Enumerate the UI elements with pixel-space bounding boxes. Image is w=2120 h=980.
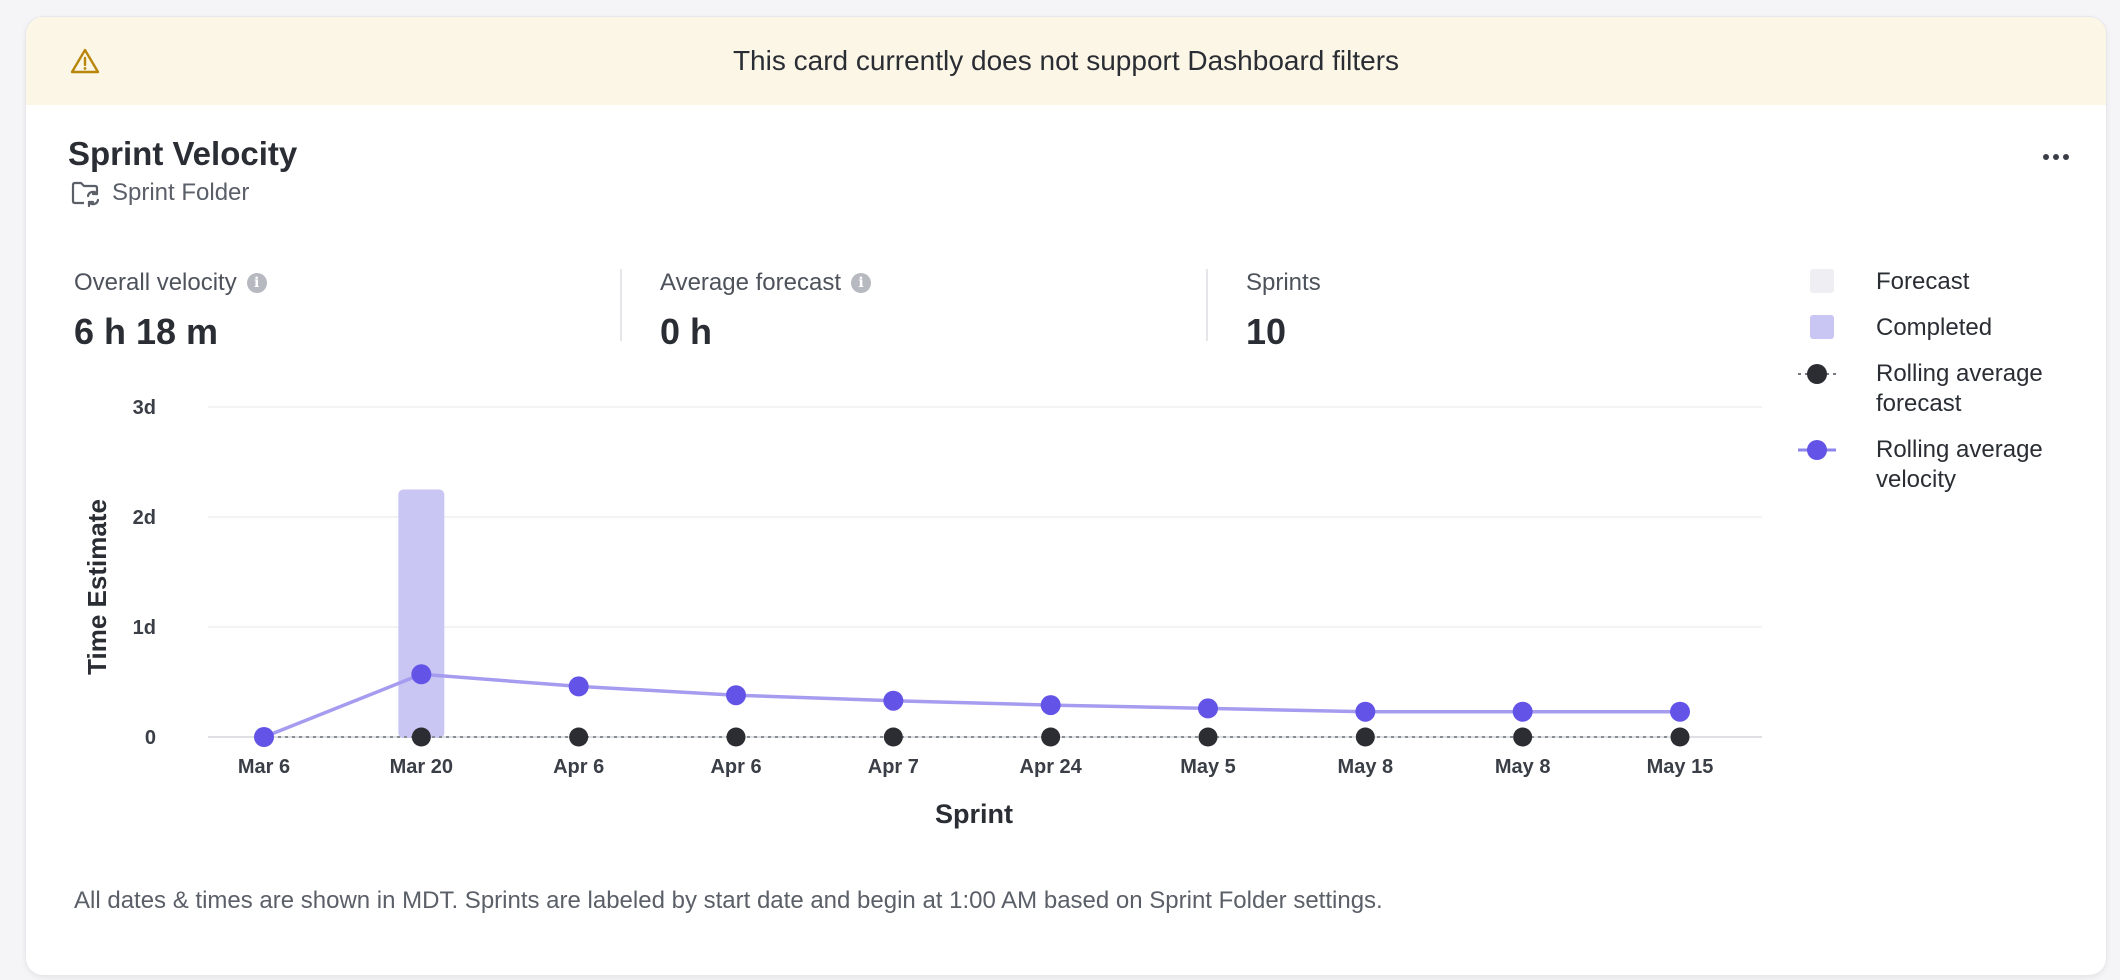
rolling-velocity-point: [1512, 701, 1533, 722]
legend-swatch-forecast: [1808, 267, 1854, 297]
legend-swatch-completed: [1808, 313, 1854, 343]
completed-bar: [398, 489, 445, 738]
rolling-velocity-point: [726, 685, 746, 706]
legend-label: Rolling average forecast: [1876, 360, 2043, 417]
stat-overall-velocity: Overall velocity i 6 h 18 m: [74, 269, 267, 353]
rolling-forecast-point: [1041, 727, 1061, 747]
rolling-velocity-point: [1198, 698, 1218, 719]
legend-label: Completed: [1876, 314, 1993, 341]
folder-sync-icon: [71, 181, 100, 207]
stat-value: 6 h 18 m: [74, 311, 219, 352]
more-options-button[interactable]: [2036, 147, 2076, 167]
x-axis-label: Sprint: [935, 799, 1013, 829]
filter-warning-banner: This card currently does not support Das…: [26, 17, 2106, 105]
stat-label: Sprints: [1246, 269, 1321, 296]
warning-icon: [70, 48, 100, 74]
y-tick-label: 1d: [133, 617, 156, 639]
rolling-forecast-point: [1355, 727, 1375, 747]
y-tick-label: 2d: [133, 507, 156, 529]
stat-value: 10: [1246, 311, 1287, 352]
rolling-velocity-point: [1355, 701, 1376, 722]
legend-label: Forecast: [1876, 268, 1970, 295]
velocity-chart: 0 1d 2d 3d Time Estimate Mar 6 Mar 20 Apr 6 Apr …: [82, 397, 1762, 829]
legend-item-completed[interactable]: Completed: [1808, 313, 2098, 343]
rolling-forecast-point: [1670, 727, 1690, 747]
legend-item-rolling-velocity[interactable]: Rolling average velocity: [1798, 435, 2098, 495]
stat-average-forecast: Average forecast i 0 h: [660, 269, 871, 353]
folder-label: Sprint Folder: [112, 179, 250, 206]
rolling-forecast-point: [726, 727, 746, 747]
stat-sprints: Sprints 10: [1246, 269, 1321, 353]
legend-swatch-rolling-velocity: [1798, 435, 1854, 465]
x-tick-label: May 15: [1647, 756, 1714, 778]
x-tick-label: May 8: [1338, 756, 1394, 778]
x-tick-label: Apr 6: [553, 756, 604, 778]
x-tick-label: May 8: [1495, 756, 1551, 778]
rolling-forecast-point: [1198, 727, 1218, 747]
rolling-forecast-point: [1513, 727, 1533, 747]
x-tick-label: May 5: [1180, 756, 1236, 778]
y-tick-label: 3d: [133, 397, 156, 419]
x-tick-label: Mar 20: [390, 756, 453, 778]
rolling-velocity-point: [1040, 695, 1061, 716]
footnote: All dates & times are shown in MDT. Spri…: [74, 887, 1383, 914]
rolling-velocity-point: [254, 727, 274, 747]
legend-label: Rolling average velocity: [1876, 436, 2043, 493]
y-axis-label: Time Estimate: [82, 499, 112, 675]
info-icon[interactable]: i: [851, 273, 871, 293]
stat-divider: [1206, 269, 1208, 341]
sprint-velocity-card: This card currently does not support Das…: [25, 16, 2107, 976]
rolling-velocity-point: [568, 676, 589, 697]
legend-swatch-rolling-forecast: [1798, 359, 1854, 389]
stat-value: 0 h: [660, 311, 713, 352]
y-tick-label: 0: [145, 727, 156, 749]
stat-label: Overall velocity: [74, 269, 237, 296]
info-icon[interactable]: i: [246, 273, 267, 293]
x-tick-label: Apr 6: [710, 756, 761, 778]
legend-item-forecast[interactable]: Forecast: [1808, 267, 2098, 297]
rolling-forecast-point: [411, 727, 431, 747]
rolling-velocity-line: [263, 672, 1680, 739]
rolling-velocity-point: [411, 664, 432, 685]
legend-item-rolling-forecast[interactable]: Rolling average forecast: [1798, 359, 2098, 419]
card-title: Sprint Velocity: [68, 135, 298, 172]
rolling-forecast-point: [883, 727, 903, 747]
rolling-velocity-point: [1670, 701, 1690, 722]
banner-text: This card currently does not support Das…: [732, 45, 1400, 76]
x-tick-label: Apr 7: [868, 756, 919, 778]
rolling-velocity-point: [883, 690, 904, 711]
chart-legend: Forecast Completed Rolling average foreca…: [1798, 267, 2098, 511]
rolling-forecast-point: [569, 727, 589, 747]
more-horizontal-icon: [2043, 154, 2049, 160]
folder-link[interactable]: Sprint Folder: [70, 179, 249, 207]
stat-divider: [620, 269, 622, 341]
x-tick-label: Apr 24: [1020, 756, 1083, 778]
x-tick-label: Mar 6: [238, 756, 290, 778]
stat-label: Average forecast: [660, 269, 841, 296]
